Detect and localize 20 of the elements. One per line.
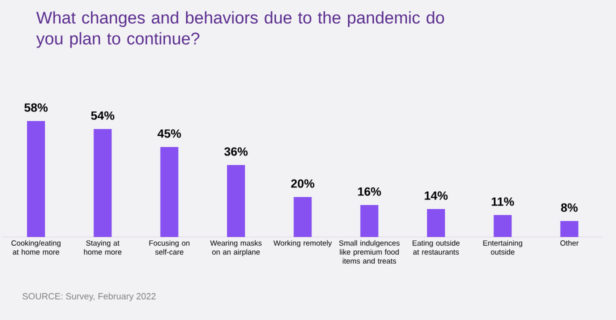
data-label: 20%: [291, 179, 314, 188]
data-label: 14%: [424, 191, 448, 200]
bar: [560, 221, 578, 237]
chart-title: What changes and behaviors due to the pandemic do you plan to continue?: [36, 11, 444, 48]
data-label: 58%: [24, 103, 48, 112]
data-label: 45%: [158, 129, 181, 138]
bar: [27, 121, 46, 237]
bar: [427, 209, 446, 237]
source-note: SOURCE: Survey, February 2022: [22, 292, 156, 302]
bar: [294, 197, 312, 237]
data-label: 54%: [91, 111, 114, 120]
bar: [360, 205, 378, 237]
bar: [227, 165, 246, 237]
data-label: 8%: [561, 203, 578, 212]
data-label: 36%: [224, 147, 248, 156]
bar: [494, 215, 512, 237]
data-label: 11%: [492, 197, 514, 206]
bar: [94, 129, 112, 237]
bar: [160, 147, 178, 237]
data-label: 16%: [358, 187, 381, 196]
